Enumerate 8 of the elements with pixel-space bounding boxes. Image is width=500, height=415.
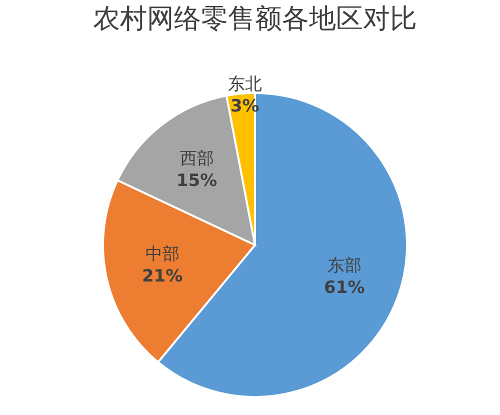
chart-title: 农村网络零售额各地区对比 [93,4,417,35]
slice-label: 西部 [180,148,214,169]
slice-label: 东北 [228,74,262,95]
data-label: 15% [176,170,218,191]
data-label: 61% [324,278,365,298]
data-label: 21% [142,266,183,287]
slice-label: 东部 [327,256,362,276]
slice-label: 中部 [145,244,180,265]
